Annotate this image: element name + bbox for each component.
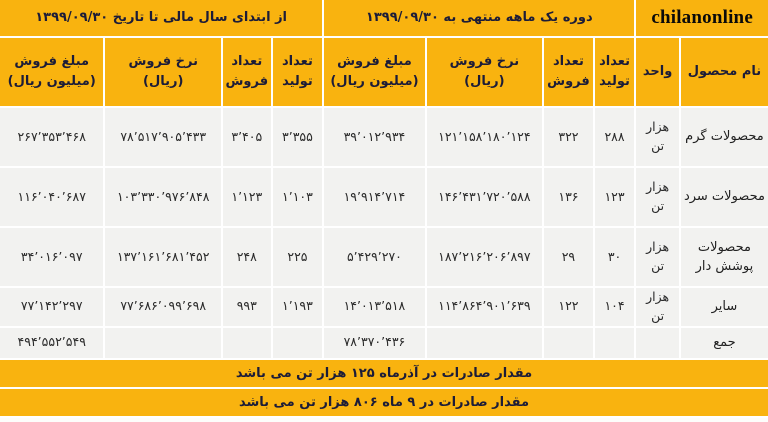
table-row-total: جمع ۷۸’۳۷۰’۴۳۶ ۴۹۴’۵۵۲’۵۴۹ bbox=[0, 325, 768, 360]
header-unit: واحد bbox=[634, 36, 681, 108]
product-name-cell: محصولات سرد bbox=[678, 166, 768, 228]
month-sales-rate-cell: ۱۸۷’۲۱۶’۲۰۶’۸۹۷ bbox=[424, 226, 545, 288]
unit-cell: هزار تن bbox=[634, 226, 681, 288]
export-note-ytd-row: مقدار صادرات در ۹ ماه ۸۰۶ هزار تن می باش… bbox=[0, 386, 768, 418]
month-sales-amount-total-cell: ۷۸’۳۷۰’۴۳۶ bbox=[322, 325, 427, 360]
fiscal-production-cell: ۱’۱۹۳ bbox=[270, 286, 325, 328]
export-note-month-row: مقدار صادرات در آذرماه ۱۲۵ هزار تن می با… bbox=[0, 357, 768, 389]
header-product-name: نام محصول bbox=[678, 36, 768, 108]
fiscal-sales-amount-cell: ۲۶۷’۳۵۳’۴۶۸ bbox=[0, 106, 106, 168]
total-label-cell: جمع bbox=[678, 325, 768, 360]
month-production-cell: ۳۰ bbox=[592, 226, 637, 288]
month-sales-amount-cell: ۳۹’۰۱۲’۹۳۴ bbox=[322, 106, 427, 168]
header-fiscal-sales-qty: تعداد فروش bbox=[220, 36, 273, 108]
month-sales-qty-cell: ۱۳۶ bbox=[542, 166, 595, 228]
month-sales-qty-cell: ۱۲۲ bbox=[542, 286, 595, 328]
fiscal-sales-amount-cell: ۱۱۶’۰۴۰’۶۸۷ bbox=[0, 166, 106, 228]
fiscal-sales-qty-cell: ۲۴۸ bbox=[220, 226, 273, 288]
month-sales-rate-cell: ۱۴۶’۴۳۱’۷۲۰’۵۸۸ bbox=[424, 166, 545, 228]
month-sales-qty-cell bbox=[542, 325, 595, 360]
fiscal-sales-qty-cell: ۹۹۳ bbox=[220, 286, 273, 328]
table-row-hot-products: محصولات گرم هزار تن ۲۸۸ ۳۲۲ ۱۲۱’۱۵۸’۱۸۰’… bbox=[0, 106, 768, 168]
fiscal-sales-rate-cell: ۱۳۷’۱۶۱’۶۸۱’۴۵۲ bbox=[103, 226, 223, 288]
fiscal-sales-qty-cell: ۱’۱۲۳ bbox=[220, 166, 273, 228]
fiscal-sales-rate-cell bbox=[103, 325, 223, 360]
table-row-other: سایر هزار تن ۱۰۴ ۱۲۲ ۱۱۴’۸۶۴’۹۰۱’۶۳۹ ۱۴’… bbox=[0, 286, 768, 328]
fiscal-sales-rate-cell: ۷۸’۵۱۷’۹۰۵’۴۳۳ bbox=[103, 106, 223, 168]
month-period-header: دوره یک ماهه منتهی به ۱۳۹۹/۰۹/۳۰ bbox=[322, 0, 637, 38]
banner-row: chilanonline دوره یک ماهه منتهی به ۱۳۹۹/… bbox=[0, 0, 768, 38]
unit-cell: هزار تن bbox=[634, 166, 681, 228]
table-row-coated-products: محصولات پوشش دار هزار تن ۳۰ ۲۹ ۱۸۷’۲۱۶’۲… bbox=[0, 226, 768, 288]
header-fiscal-production-qty: تعداد تولید bbox=[270, 36, 325, 108]
fiscal-sales-rate-cell: ۷۷’۶۸۶’۰۹۹’۶۹۸ bbox=[103, 286, 223, 328]
header-month-sales-amount: مبلغ فروش (میلیون ریال) bbox=[322, 36, 427, 108]
month-sales-rate-cell: ۱۲۱’۱۵۸’۱۸۰’۱۲۴ bbox=[424, 106, 545, 168]
product-name-cell: محصولات پوشش دار bbox=[678, 226, 768, 288]
fiscal-production-cell: ۳’۳۵۵ bbox=[270, 106, 325, 168]
fiscal-sales-amount-cell: ۳۴’۰۱۶’۰۹۷ bbox=[0, 226, 106, 288]
fiscal-sales-amount-total-cell: ۴۹۴’۵۵۲’۵۴۹ bbox=[0, 325, 106, 360]
header-month-sales-rate: نرخ فروش (ریال) bbox=[424, 36, 545, 108]
month-sales-qty-cell: ۳۲۲ bbox=[542, 106, 595, 168]
month-production-cell bbox=[592, 325, 637, 360]
fiscal-sales-rate-cell: ۱۰۳’۳۳۰’۹۷۶’۸۴۸ bbox=[103, 166, 223, 228]
month-sales-qty-cell: ۲۹ bbox=[542, 226, 595, 288]
fiscal-production-cell: ۲۲۵ bbox=[270, 226, 325, 288]
month-sales-rate-cell bbox=[424, 325, 545, 360]
month-production-cell: ۱۲۳ bbox=[592, 166, 637, 228]
product-name-cell: سایر bbox=[678, 286, 768, 328]
header-fiscal-sales-amount: مبلغ فروش (میلیون ریال) bbox=[0, 36, 106, 108]
header-month-production-qty: تعداد تولید bbox=[592, 36, 637, 108]
fiscal-period-header: از ابتدای سال مالی تا تاریخ ۱۳۹۹/۰۹/۳۰ bbox=[0, 0, 325, 38]
month-production-cell: ۱۰۴ bbox=[592, 286, 637, 328]
product-name-cell: محصولات گرم bbox=[678, 106, 768, 168]
month-production-cell: ۲۸۸ bbox=[592, 106, 637, 168]
column-header-row: نام محصول واحد تعداد تولید تعداد فروش نر… bbox=[0, 36, 768, 108]
fiscal-production-cell bbox=[270, 325, 325, 360]
month-sales-amount-cell: ۵’۴۲۹’۲۷۰ bbox=[322, 226, 427, 288]
brand-logo-text: chilanonline bbox=[634, 0, 768, 38]
month-sales-amount-cell: ۱۴’۰۱۳’۵۱۸ bbox=[322, 286, 427, 328]
unit-cell bbox=[634, 325, 681, 360]
fiscal-production-cell: ۱’۱۰۳ bbox=[270, 166, 325, 228]
unit-cell: هزار تن bbox=[634, 106, 681, 168]
export-note-month: مقدار صادرات در آذرماه ۱۲۵ هزار تن می با… bbox=[0, 357, 768, 389]
fiscal-sales-amount-cell: ۷۷’۱۴۲’۲۹۷ bbox=[0, 286, 106, 328]
fiscal-sales-qty-cell bbox=[220, 325, 273, 360]
unit-cell: هزار تن bbox=[634, 286, 681, 328]
export-note-ytd: مقدار صادرات در ۹ ماه ۸۰۶ هزار تن می باش… bbox=[0, 386, 768, 418]
header-month-sales-qty: تعداد فروش bbox=[542, 36, 595, 108]
header-fiscal-sales-rate: نرخ فروش (ریال) bbox=[103, 36, 223, 108]
table-row-cold-products: محصولات سرد هزار تن ۱۲۳ ۱۳۶ ۱۴۶’۴۳۱’۷۲۰’… bbox=[0, 166, 768, 228]
month-sales-amount-cell: ۱۹’۹۱۴’۷۱۴ bbox=[322, 166, 427, 228]
fiscal-sales-qty-cell: ۳’۴۰۵ bbox=[220, 106, 273, 168]
month-sales-rate-cell: ۱۱۴’۸۶۴’۹۰۱’۶۳۹ bbox=[424, 286, 545, 328]
